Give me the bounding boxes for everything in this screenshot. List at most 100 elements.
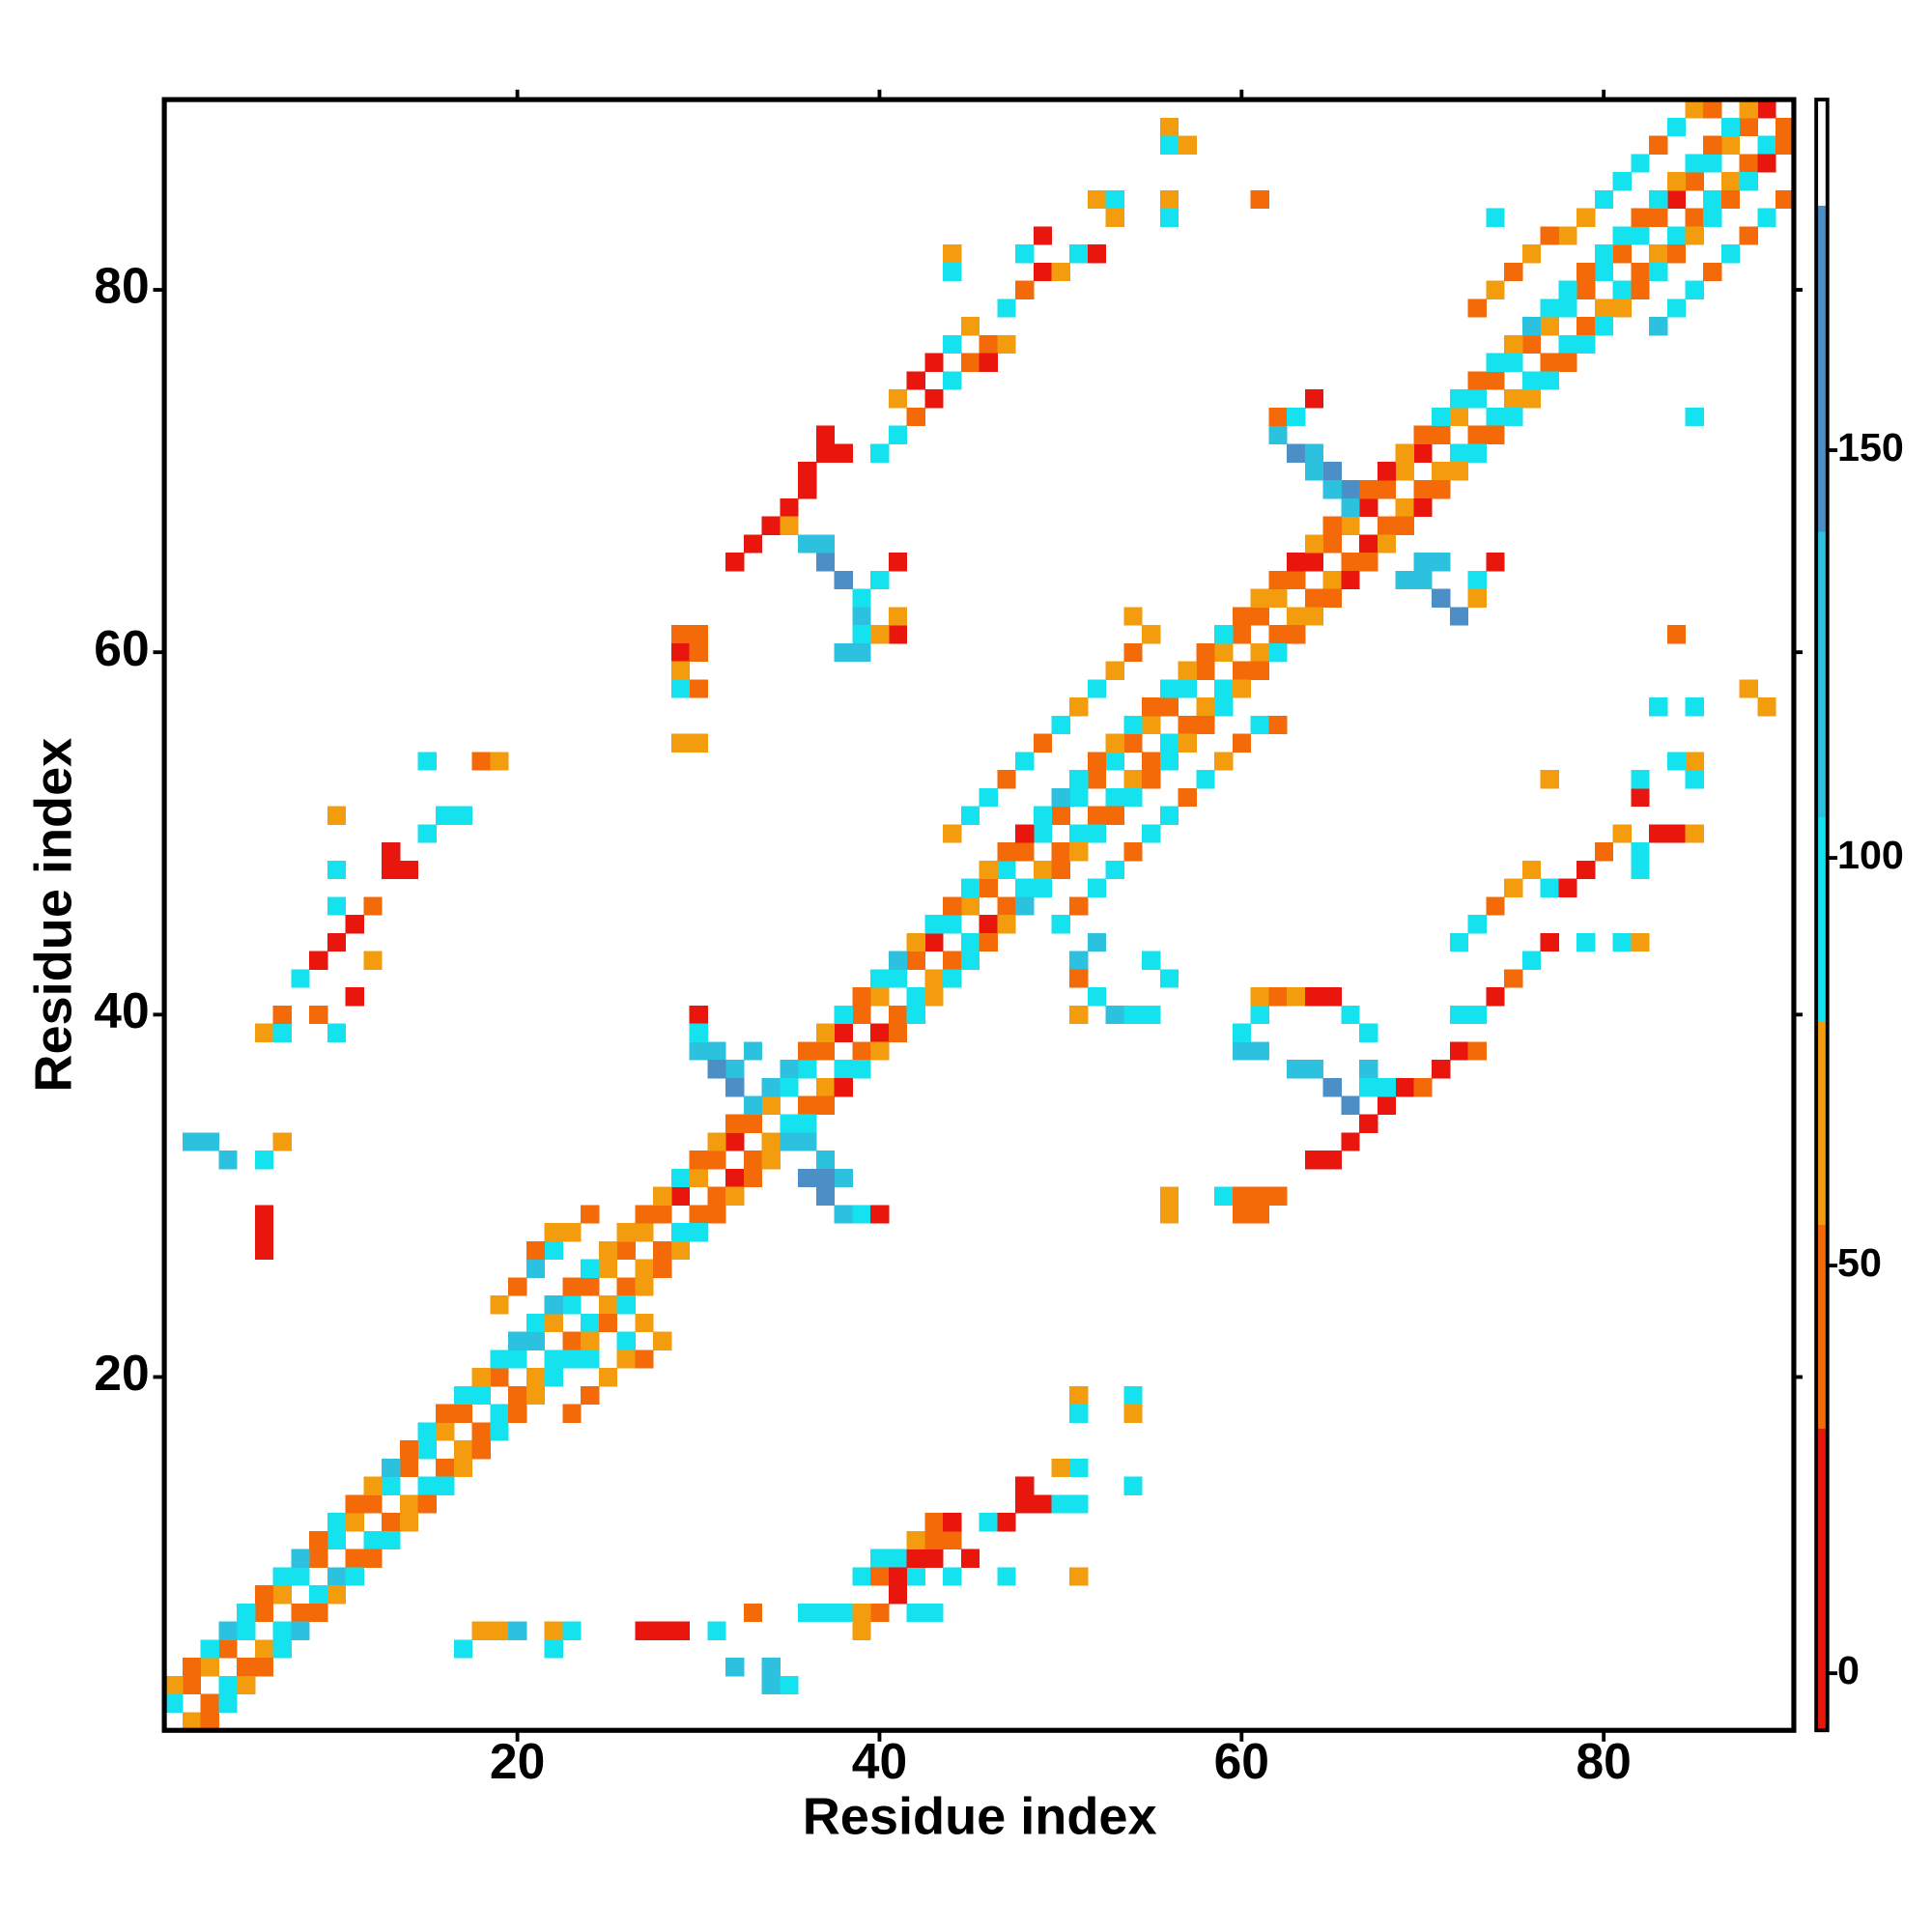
colorbar-tick-label: 150: [1837, 425, 1904, 469]
heatmap-cell: [670, 679, 691, 698]
heatmap-cell: [1142, 625, 1161, 644]
heatmap-cell: [363, 896, 383, 916]
heatmap-cell: [852, 1603, 871, 1623]
heatmap-cell: [1449, 1005, 1469, 1025]
heatmap-cell: [1250, 715, 1269, 735]
heatmap-cell: [780, 1114, 799, 1133]
heatmap-cell: [725, 1132, 745, 1151]
heatmap-cell: [1413, 553, 1433, 572]
heatmap-cell: [635, 1277, 654, 1296]
heatmap-cell: [635, 1259, 654, 1278]
heatmap-cell: [490, 752, 509, 771]
heatmap-cell: [1232, 1186, 1252, 1206]
heatmap-cell: [852, 1621, 871, 1640]
heatmap-cell: [943, 1530, 962, 1550]
heatmap-cell: [924, 1548, 944, 1568]
heatmap-cell: [852, 607, 871, 626]
colorbar-segment: [1816, 205, 1828, 532]
heatmap-cell: [707, 1205, 726, 1224]
heatmap-cell: [1069, 244, 1089, 264]
heatmap-cell: [1685, 172, 1704, 191]
heatmap-cell: [1413, 425, 1433, 444]
x-axis-title: Residue index: [803, 1787, 1157, 1845]
heatmap-cell: [254, 1205, 274, 1224]
heatmap-cell: [1666, 752, 1687, 771]
heatmap-cell: [1214, 697, 1234, 717]
heatmap-cell: [1341, 497, 1360, 518]
heatmap-cell: [670, 1168, 691, 1188]
heatmap-cell: [888, 1585, 908, 1605]
heatmap-cell: [581, 1277, 600, 1296]
heatmap-cell: [653, 1186, 672, 1206]
heatmap-cell: [453, 1385, 473, 1406]
heatmap-cell: [1015, 752, 1035, 771]
y-tick-label: 20: [94, 1345, 149, 1401]
heatmap-cell: [1087, 679, 1107, 698]
heatmap-cell: [254, 1151, 274, 1170]
heatmap-cell: [1341, 479, 1360, 499]
heatmap-cell: [436, 1458, 455, 1478]
heatmap-cell: [581, 1331, 600, 1350]
heatmap-cell: [979, 1513, 998, 1532]
heatmap-cell: [1720, 135, 1741, 155]
heatmap-cell: [1467, 588, 1487, 608]
colorbar-segment: [1816, 531, 1828, 817]
heatmap-cell: [453, 806, 473, 825]
heatmap-cell: [1033, 226, 1053, 245]
heatmap-cell: [1666, 117, 1687, 137]
heatmap-cell: [997, 842, 1016, 862]
colorbar-segment: [1816, 1428, 1828, 1731]
heatmap-cell: [1612, 824, 1632, 843]
heatmap-cell: [761, 516, 781, 535]
heatmap-cell: [1123, 1005, 1143, 1025]
heatmap-cell: [309, 1548, 328, 1568]
heatmap-cell: [798, 1603, 817, 1623]
heatmap-cell: [1015, 842, 1035, 862]
heatmap-cell: [1268, 715, 1288, 735]
heatmap-cell: [1558, 878, 1577, 897]
heatmap-cell: [924, 915, 944, 934]
heatmap-cell: [1703, 262, 1722, 282]
heatmap-cell: [1322, 987, 1342, 1007]
heatmap-cell: [1649, 189, 1668, 210]
heatmap-cell: [1649, 244, 1668, 264]
heatmap-cell: [1069, 1458, 1089, 1478]
heatmap-cell: [1178, 715, 1197, 735]
heatmap-cell: [1395, 462, 1414, 481]
heatmap-cell: [254, 1603, 274, 1623]
heatmap-cell: [291, 1603, 310, 1623]
heatmap-cell: [906, 1567, 925, 1586]
heatmap-cell: [1685, 407, 1704, 427]
heatmap-cell: [1720, 172, 1741, 191]
heatmap-cell: [635, 1205, 654, 1224]
heatmap-cell: [725, 1114, 745, 1133]
heatmap-cell: [345, 987, 364, 1007]
heatmap-cell: [616, 1331, 636, 1350]
heatmap-cell: [798, 534, 817, 554]
heatmap-cell: [1504, 353, 1523, 372]
heatmap-cell: [943, 969, 962, 988]
heatmap-cell: [1069, 770, 1089, 789]
heatmap-cell: [1232, 607, 1252, 626]
y-axis-title: Residue index: [25, 738, 83, 1093]
heatmap-cell: [1521, 244, 1542, 264]
heatmap-cell: [815, 425, 836, 444]
heatmap-cell: [272, 1585, 292, 1605]
heatmap-cell: [1159, 697, 1179, 717]
heatmap-cell: [1069, 1005, 1089, 1025]
heatmap-cell: [1051, 1458, 1070, 1478]
heatmap-cell: [906, 932, 925, 952]
heatmap-cell: [581, 1259, 600, 1278]
heatmap-cell: [327, 896, 347, 916]
heatmap-cell: [1776, 135, 1795, 155]
heatmap-cell: [309, 951, 328, 970]
heatmap-cell: [1123, 787, 1143, 808]
heatmap-cell: [1649, 697, 1668, 717]
heatmap-cell: [616, 1223, 636, 1242]
heatmap-cell: [1649, 135, 1668, 155]
heatmap-cell: [1486, 208, 1505, 227]
heatmap-cell: [1087, 932, 1107, 952]
heatmap-cell: [1304, 588, 1324, 608]
heatmap-cell: [1359, 1023, 1378, 1042]
heatmap-cell: [1432, 1060, 1451, 1079]
